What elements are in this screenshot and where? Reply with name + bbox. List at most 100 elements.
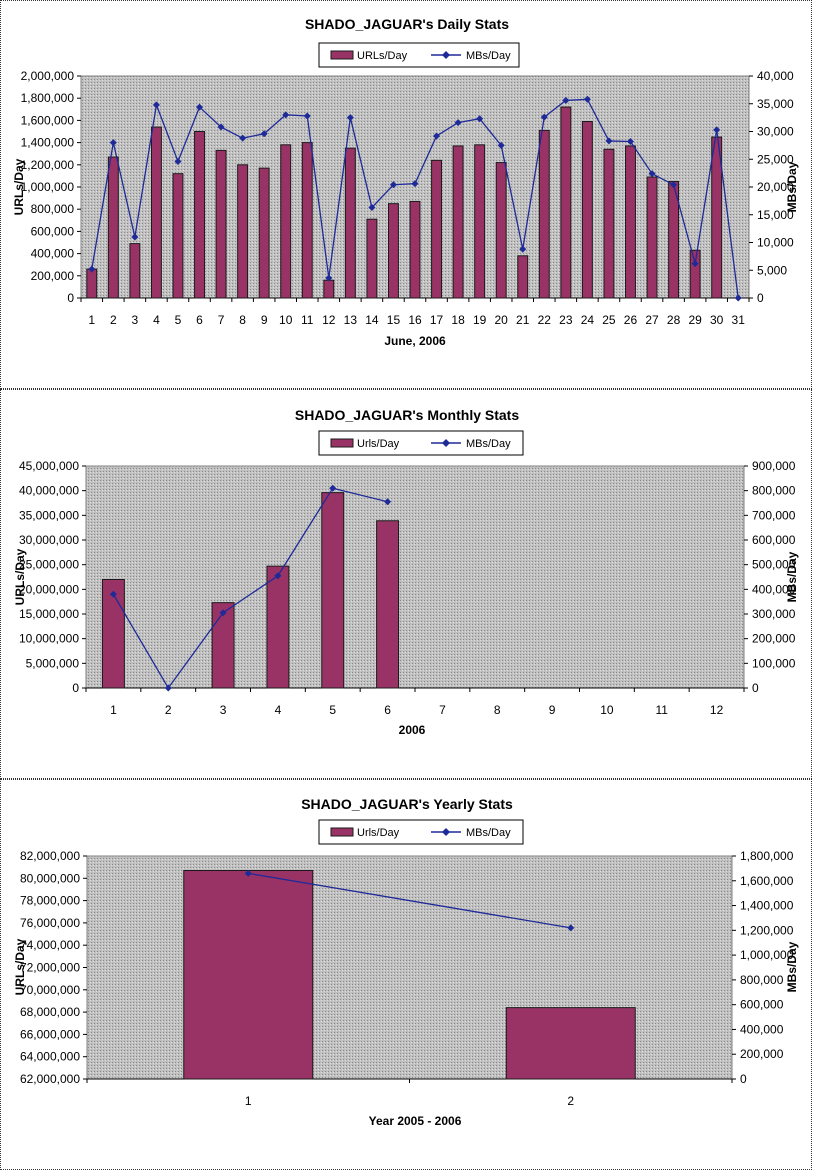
x-tick-label: 27	[645, 313, 659, 327]
legend-label-urls: URLs/Day	[357, 50, 408, 62]
x-tick-label: 11	[656, 703, 669, 717]
y2-tick-label: 400,000	[752, 582, 796, 596]
bar-urls-day	[280, 144, 292, 299]
x-axis-title: June, 2006	[384, 334, 446, 348]
bar-urls-day	[474, 144, 486, 299]
point-mbs-day	[433, 132, 441, 140]
point-mbs-day	[691, 260, 699, 268]
legend-marker	[442, 828, 450, 836]
point-mbs-day	[109, 590, 117, 598]
y2-tick-label: 600,000	[752, 533, 796, 547]
point-mbs-day	[329, 484, 337, 492]
point-mbs-day	[88, 265, 96, 273]
bar-urls-day	[211, 602, 235, 689]
y-tick-label: 66,000,000	[20, 1027, 80, 1041]
x-tick-label: 1	[245, 1094, 252, 1108]
x-tick-label: 5	[175, 313, 182, 327]
x-axis-title: Year 2005 - 2006	[369, 1114, 462, 1128]
y-tick-label: 1,400,000	[21, 136, 75, 150]
bar-urls-day	[646, 176, 658, 299]
x-tick-label: 3	[220, 703, 227, 717]
line-mbs-day	[248, 872, 571, 929]
bar-urls-day	[237, 164, 249, 299]
point-mbs-day	[274, 572, 282, 580]
y-tick-label: 1,600,000	[21, 113, 75, 127]
monthly-stats-chart: SHADO_JAGUAR's Monthly Stats Urls/Day MBs/…	[0, 389, 812, 779]
y-tick-label: 80,000,000	[20, 871, 80, 885]
y-tick-label: 82,000,000	[20, 849, 80, 863]
legend-swatch-bar	[330, 438, 354, 448]
point-mbs-day	[196, 103, 204, 111]
bar-urls-day	[150, 126, 162, 299]
y2-tick-label: 20,000	[757, 180, 794, 194]
bar-urls-day	[86, 268, 98, 299]
chart-legend: Urls/Day MBs/Day	[318, 430, 524, 456]
y2-tick-label: 10,000	[757, 236, 794, 250]
legend-label-mbs: MBs/Day	[466, 50, 511, 62]
y2-tick-label: 35,000	[757, 97, 794, 111]
x-tick-label: 1	[88, 313, 95, 327]
y-tick-label: 1,000,000	[21, 180, 75, 194]
bar-urls-day	[215, 149, 227, 299]
x-tick-label: 16	[408, 313, 422, 327]
y-tick-label: 15,000,000	[19, 607, 79, 621]
point-mbs-day	[648, 170, 656, 178]
y-tick-label: 45,000,000	[19, 459, 79, 473]
bar-urls-day	[581, 121, 593, 299]
x-tick-label: 11	[301, 313, 314, 327]
x-tick-label: 10	[600, 703, 614, 717]
legend-label-mbs: MBs/Day	[466, 827, 511, 839]
y2-axis-title: MBs/Day	[785, 551, 799, 602]
point-mbs-day	[454, 119, 462, 127]
y-axis-title: URLs/Day	[13, 548, 27, 605]
point-mbs-day	[497, 141, 505, 149]
y-tick-label: 0	[67, 291, 74, 305]
y2-tick-label: 700,000	[752, 508, 796, 522]
y-tick-label: 72,000,000	[20, 961, 80, 975]
point-mbs-day	[131, 233, 139, 241]
bar-urls-day	[376, 520, 400, 689]
bar-urls-day	[344, 147, 356, 299]
yearly-stats-svg: SHADO_JAGUAR's Yearly Stats Urls/Day MBs/D…	[13, 796, 799, 1128]
chart-title: SHADO_JAGUAR's Monthly Stats	[295, 407, 519, 423]
x-tick-label: 13	[344, 313, 358, 327]
monthly-stats-svg: SHADO_JAGUAR's Monthly Stats Urls/Day MBs/…	[13, 407, 799, 737]
y2-tick-label: 0	[757, 291, 764, 305]
bar-urls-day	[266, 565, 290, 689]
point-mbs-day	[152, 101, 160, 109]
y-tick-label: 0	[72, 681, 79, 695]
bar-urls-day	[101, 578, 125, 689]
x-tick-label: 1	[110, 703, 117, 717]
legend-marker	[442, 439, 450, 447]
x-tick-label: 12	[710, 703, 724, 717]
y-tick-label: 600,000	[31, 224, 75, 238]
y-tick-label: 64,000,000	[20, 1050, 80, 1064]
x-tick-label: 8	[494, 703, 501, 717]
legend-marker	[442, 51, 450, 59]
x-tick-label: 9	[261, 313, 268, 327]
y-tick-label: 35,000,000	[19, 508, 79, 522]
legend-swatch-bar	[330, 827, 354, 837]
y-tick-label: 2,000,000	[21, 69, 75, 83]
legend-label-mbs: MBs/Day	[466, 438, 511, 450]
x-tick-label: 2	[567, 1094, 574, 1108]
x-tick-label: 28	[667, 313, 681, 327]
x-tick-label: 3	[132, 313, 139, 327]
point-mbs-day	[713, 126, 721, 134]
bar-urls-day	[505, 1007, 636, 1080]
y-tick-label: 1,800,000	[21, 91, 75, 105]
bar-urls-day	[538, 129, 550, 299]
y2-tick-label: 800,000	[752, 484, 796, 498]
plot-area	[85, 465, 745, 689]
x-tick-label: 7	[439, 703, 446, 717]
bar-urls-day	[323, 279, 335, 299]
y-tick-label: 76,000,000	[20, 916, 80, 930]
bar-urls-day	[366, 218, 378, 299]
bar-urls-day	[517, 255, 529, 299]
x-tick-label: 18	[451, 313, 465, 327]
point-mbs-day	[368, 204, 376, 212]
y2-tick-label: 200,000	[740, 1047, 784, 1061]
bar-urls-day	[129, 243, 141, 299]
point-mbs-day	[260, 130, 268, 138]
y2-tick-label: 1,800,000	[740, 849, 794, 863]
